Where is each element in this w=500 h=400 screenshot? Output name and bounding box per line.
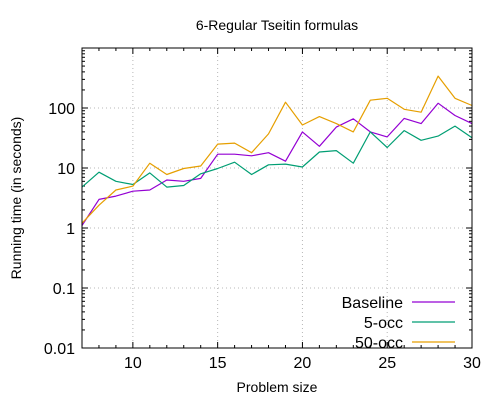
chart-title: 6-Regular Tseitin formulas (196, 17, 358, 33)
legend-label: 5-occ (364, 315, 403, 332)
y-tick-label: 100 (48, 101, 75, 118)
y-tick-label: 0.01 (44, 341, 75, 358)
x-tick-label: 15 (209, 355, 227, 372)
grid (82, 48, 473, 349)
series-lines (81, 75, 473, 226)
axis-ticks (81, 48, 473, 349)
y-tick-label: 0.1 (53, 281, 75, 298)
y-axis-title: Running time (in seconds) (8, 117, 24, 280)
series-line-5-occ (81, 125, 473, 188)
axis-labels: 10 15 20 25 30 0.01 0.1 1 10 100 (44, 101, 481, 372)
y-tick-label: 10 (57, 161, 75, 178)
series-line-50-occ (81, 75, 473, 224)
y-tick-label: 1 (66, 221, 75, 238)
x-axis-title: Problem size (237, 379, 318, 395)
legend-label: 50-occ (355, 335, 403, 352)
x-tick-label: 30 (463, 355, 481, 372)
x-tick-label: 10 (124, 355, 142, 372)
legend-label: Baseline (342, 295, 403, 312)
series-line-baseline (81, 102, 473, 226)
x-tick-label: 25 (378, 355, 396, 372)
x-tick-label: 20 (294, 355, 312, 372)
plot-frame (81, 47, 473, 349)
legend: Baseline 5-occ 50-occ (342, 295, 455, 352)
